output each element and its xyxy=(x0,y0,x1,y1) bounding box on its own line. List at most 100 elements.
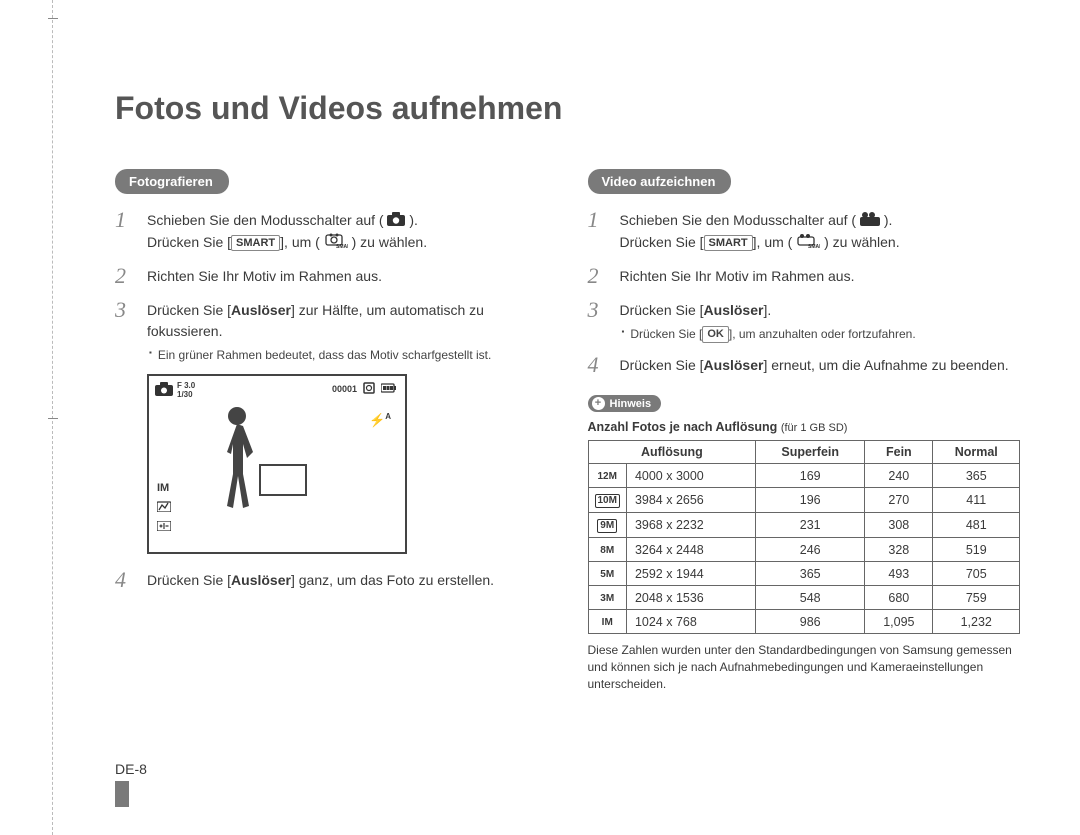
res-f-cell: 493 xyxy=(865,562,933,586)
preview-left-icons: IM xyxy=(157,482,171,534)
video-step-2: 2 Richten Sie Ihr Motiv im Rahmen aus. xyxy=(588,264,1021,288)
table-footnote: Diese Zahlen wurden unter den Standardbe… xyxy=(588,642,1021,692)
res-f-cell: 240 xyxy=(865,464,933,488)
res-icon-cell: 10M xyxy=(588,488,626,513)
preview-counter: 00001 xyxy=(332,384,357,394)
step-number: 3 xyxy=(115,298,137,364)
res-f-cell: 328 xyxy=(865,538,933,562)
col-header: Superfein xyxy=(756,441,865,464)
table-row: 9M3968 x 2232231308481 xyxy=(588,513,1020,538)
text: ]. xyxy=(763,302,771,318)
table-row: IM1024 x 7689861,0951,232 xyxy=(588,610,1020,634)
step-number: 4 xyxy=(588,353,610,377)
step-text: Drücken Sie [Auslöser]. Drücken Sie [OK]… xyxy=(620,298,1021,343)
photo-heading-pill: Fotografieren xyxy=(115,169,229,194)
photo-step-2: 2 Richten Sie Ihr Motiv im Rahmen aus. xyxy=(115,264,548,288)
text: Drücken Sie [OK], um anzuhalten oder for… xyxy=(630,325,915,343)
text: ) zu wählen. xyxy=(352,234,427,250)
text: ], um ( xyxy=(753,234,793,250)
video-heading-pill: Video aufzeichnen xyxy=(588,169,732,194)
table-row: 5M2592 x 1944365493705 xyxy=(588,562,1020,586)
step-text: Schieben Sie den Modusschalter auf ( ). … xyxy=(620,208,1021,254)
step-text: Richten Sie Ihr Motiv im Rahmen aus. xyxy=(620,264,1021,288)
res-dim-cell: 1024 x 768 xyxy=(626,610,755,634)
res-n-cell: 481 xyxy=(933,513,1020,538)
res-n-cell: 365 xyxy=(933,464,1020,488)
text: Schieben Sie den Modusschalter auf ( xyxy=(620,212,857,228)
col-header: Auflösung xyxy=(588,441,756,464)
res-icon-cell: IM xyxy=(588,610,626,634)
res-f-cell: 270 xyxy=(865,488,933,513)
step-number: 2 xyxy=(115,264,137,288)
res-dim-cell: 3984 x 2656 xyxy=(626,488,755,513)
page: Fotos und Videos aufnehmen Fotografieren… xyxy=(0,0,1080,693)
step-number: 2 xyxy=(588,264,610,288)
ev-icon xyxy=(157,521,171,534)
page-number: DE-8 xyxy=(115,761,147,807)
text: Ein grüner Rahmen bedeutet, dass das Mot… xyxy=(158,346,492,364)
text: ] ganz, um das Foto zu erstellen. xyxy=(291,572,494,588)
step-number: 4 xyxy=(115,568,137,592)
res-n-cell: 1,232 xyxy=(933,610,1020,634)
table-row: 3M2048 x 1536548680759 xyxy=(588,586,1020,610)
text: Drücken Sie [ xyxy=(147,572,231,588)
video-step-1: 1 Schieben Sie den Modusschalter auf ( )… xyxy=(588,208,1021,254)
smart-button-label: SMART xyxy=(704,235,753,251)
photo-step-3: 3 Drücken Sie [Auslöser] zur Hälfte, um … xyxy=(115,298,548,364)
camera-preview-illustration: F 3.01/30 00001 ⚡A IM xyxy=(147,374,407,554)
preview-top-left: F 3.01/30 xyxy=(155,382,195,401)
res-n-cell: 759 xyxy=(933,586,1020,610)
text: ). xyxy=(409,212,418,228)
text: Schieben Sie den Modusschalter auf ( xyxy=(147,212,384,228)
res-icon-cell: 3M xyxy=(588,586,626,610)
video-mode-icon xyxy=(860,211,880,232)
step-number: 3 xyxy=(588,298,610,343)
shutter-label: Auslöser xyxy=(704,357,764,373)
res-icon-cell: 8M xyxy=(588,538,626,562)
camera-icon xyxy=(155,382,173,401)
text: Drücken Sie [ xyxy=(620,357,704,373)
res-dim-cell: 4000 x 3000 xyxy=(626,464,755,488)
res-icon-cell: 12M xyxy=(588,464,626,488)
res-n-cell: 519 xyxy=(933,538,1020,562)
step-text: Drücken Sie [Auslöser] erneut, um die Au… xyxy=(620,353,1021,377)
shutter-label: Auslöser xyxy=(704,302,764,318)
text: Drücken Sie [ xyxy=(147,302,231,318)
content-columns: Fotografieren 1 Schieben Sie den Modussc… xyxy=(115,169,1020,693)
step-text: Drücken Sie [Auslöser] ganz, um das Foto… xyxy=(147,568,548,592)
res-dim-cell: 2048 x 1536 xyxy=(626,586,755,610)
text: Drücken Sie [ xyxy=(620,234,704,250)
step-bullet: Ein grüner Rahmen bedeutet, dass das Mot… xyxy=(149,346,548,364)
table-row: 8M3264 x 2448246328519 xyxy=(588,538,1020,562)
res-icon-cell: 5M xyxy=(588,562,626,586)
res-sf-cell: 169 xyxy=(756,464,865,488)
res-sf-cell: 246 xyxy=(756,538,865,562)
resolution-table: Auflösung Superfein Fein Normal 12M4000 … xyxy=(588,440,1021,634)
table-header-row: Auflösung Superfein Fein Normal xyxy=(588,441,1020,464)
text: ], um ( xyxy=(280,234,320,250)
res-dim-cell: 2592 x 1944 xyxy=(626,562,755,586)
child-silhouette-icon xyxy=(213,404,263,514)
plus-icon: + xyxy=(592,397,605,410)
text: Drücken Sie [ xyxy=(147,234,231,250)
quality-icon xyxy=(157,500,171,515)
video-step-4: 4 Drücken Sie [Auslöser] erneut, um die … xyxy=(588,353,1021,377)
step-number: 1 xyxy=(115,208,137,254)
storage-icon xyxy=(363,382,375,396)
smart-button-label: SMART xyxy=(231,235,280,251)
col-header: Fein xyxy=(865,441,933,464)
res-sf-cell: 196 xyxy=(756,488,865,513)
res-f-cell: 1,095 xyxy=(865,610,933,634)
res-sf-cell: 986 xyxy=(756,610,865,634)
photo-step-1: 1 Schieben Sie den Modusschalter auf ( )… xyxy=(115,208,548,254)
video-column: Video aufzeichnen 1 Schieben Sie den Mod… xyxy=(588,169,1021,693)
preview-exposure: F 3.01/30 xyxy=(177,382,195,400)
ok-button-label: OK xyxy=(702,326,729,342)
res-dim-cell: 3264 x 2448 xyxy=(626,538,755,562)
text: ] erneut, um die Aufnahme zu beenden. xyxy=(763,357,1008,373)
camera-mode-icon xyxy=(387,211,405,232)
svg-text:SMART: SMART xyxy=(336,244,348,248)
table-row: 10M3984 x 2656196270411 xyxy=(588,488,1020,513)
res-n-cell: 411 xyxy=(933,488,1020,513)
res-dim-cell: 3968 x 2232 xyxy=(626,513,755,538)
